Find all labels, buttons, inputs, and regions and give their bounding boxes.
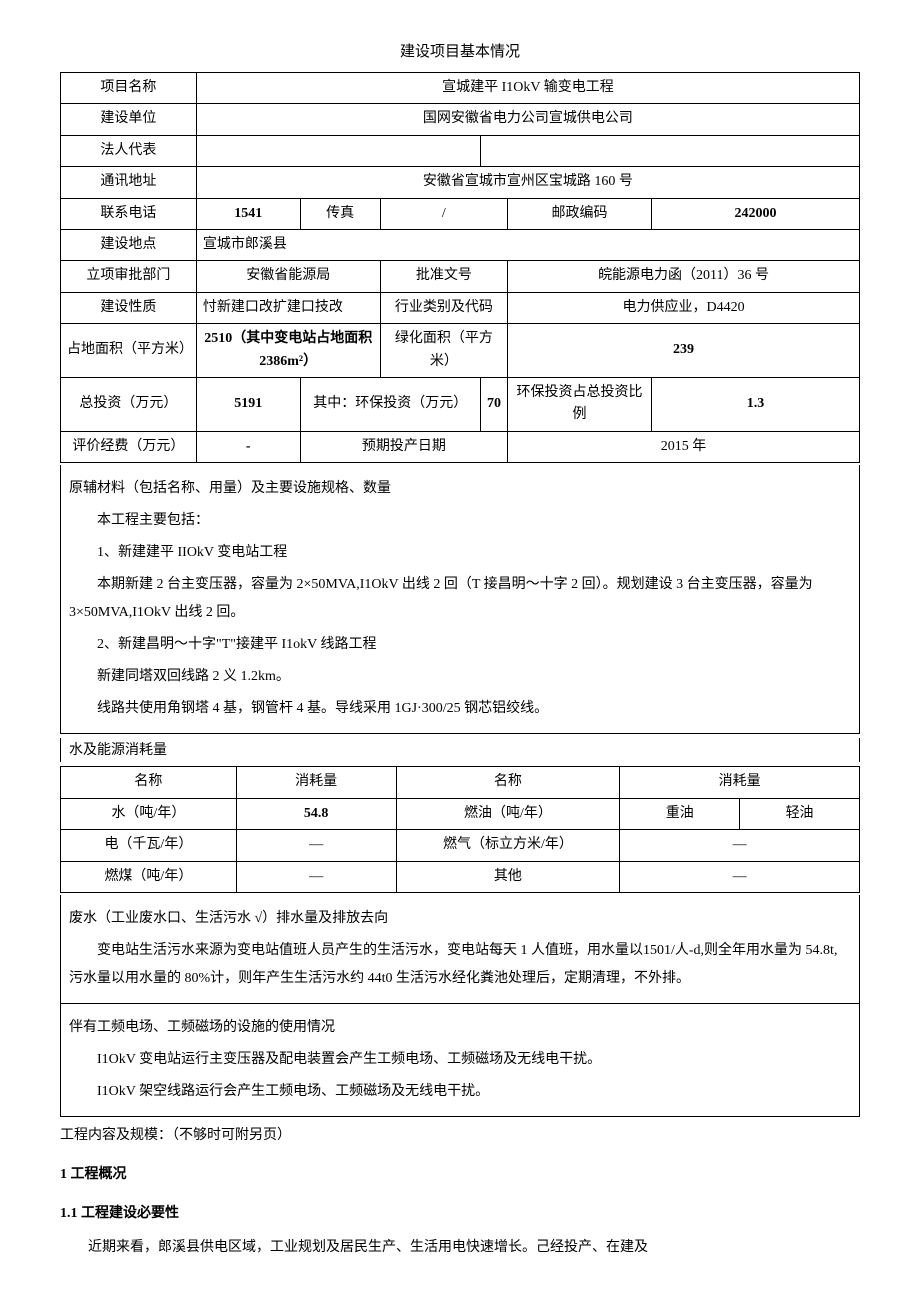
materials-heading: 原辅材料（包括名称、用量）及主要设施规格、数量 <box>69 475 851 503</box>
emf-p2: I1OkV 架空线路运行会产生工频电场、工频磁场及无线电干扰。 <box>69 1078 851 1106</box>
expected-date-value: 2015 年 <box>508 431 860 462</box>
other-value: — <box>620 861 860 892</box>
approval-dept-label: 立项审批部门 <box>61 261 197 292</box>
env-invest-label: 其中：环保投资（万元） <box>300 377 480 431</box>
build-unit-label: 建设单位 <box>61 104 197 135</box>
postcode-label: 邮政编码 <box>508 198 652 229</box>
document-title: 建设项目基本情况 <box>60 40 860 64</box>
materials-p3: 本期新建 2 台主变压器，容量为 2×50MVA,I1OkV 出线 2 回（T … <box>69 571 851 627</box>
emf-section: 伴有工频电场、工频磁场的设施的使用情况 I1OkV 变电站运行主变压器及配电装置… <box>60 1004 860 1117</box>
scope-h1: 1 工程概况 <box>60 1160 860 1191</box>
emf-heading: 伴有工频电场、工频磁场的设施的使用情况 <box>69 1014 851 1042</box>
energy-table: 名称 消耗量 名称 消耗量 水（吨/年） 54.8 燃油（吨/年） 重油 轻油 … <box>60 766 860 893</box>
industry-code-label: 行业类别及代码 <box>380 292 508 323</box>
eval-fee-value: - <box>196 431 300 462</box>
emf-p1: I1OkV 变电站运行主变压器及配电装置会产生工频电场、工频磁场及无线电干扰。 <box>69 1046 851 1074</box>
env-ratio-value: 1.3 <box>651 377 859 431</box>
table-row: 水（吨/年） 54.8 燃油（吨/年） 重油 轻油 <box>61 798 860 829</box>
phone-label: 联系电话 <box>61 198 197 229</box>
build-loc-label: 建设地点 <box>61 229 197 260</box>
elec-value: — <box>236 830 396 861</box>
build-unit-value: 国网安徽省电力公司宣城供电公司 <box>196 104 859 135</box>
scope-h2: 1.1 工程建设必要性 <box>60 1199 860 1230</box>
water-label: 水（吨/年） <box>61 798 237 829</box>
table-row: 建设地点 宣城市郎溪县 <box>61 229 860 260</box>
materials-section: 原辅材料（包括名称、用量）及主要设施规格、数量 本工程主要包括： 1、新建建平 … <box>60 465 860 734</box>
env-ratio-label: 环保投资占总投资比例 <box>508 377 652 431</box>
coal-value: — <box>236 861 396 892</box>
table-row: 总投资（万元） 5191 其中：环保投资（万元） 70 环保投资占总投资比例 1… <box>61 377 860 431</box>
land-area-label: 占地面积（平方米） <box>61 324 197 378</box>
basic-info-table: 项目名称 宣城建平 I1OkV 输变电工程 建设单位 国网安徽省电力公司宣城供电… <box>60 72 860 463</box>
table-row: 评价经费（万元） - 预期投产日期 2015 年 <box>61 431 860 462</box>
col-qty-1: 消耗量 <box>236 767 396 798</box>
table-row: 建设性质 忖新建口改扩建口技改 行业类别及代码 电力供应业，D4420 <box>61 292 860 323</box>
phone-value: 1541 <box>196 198 300 229</box>
other-label: 其他 <box>396 861 620 892</box>
fax-value: / <box>380 198 508 229</box>
water-value: 54.8 <box>236 798 396 829</box>
scope-heading: 工程内容及规模：（不够时可附另页） <box>60 1121 860 1152</box>
address-value: 安徽省宣城市宣州区宝城路 160 号 <box>196 167 859 198</box>
project-name-value: 宣城建平 I1OkV 输变电工程 <box>196 73 859 104</box>
empty-cell <box>480 135 859 166</box>
table-row: 占地面积（平方米） 2510（其中变电站占地面积 2386m²） 绿化面积（平方… <box>61 324 860 378</box>
legal-rep-value <box>196 135 480 166</box>
materials-p2: 1、新建建平 IIOkV 变电站工程 <box>69 539 851 567</box>
table-row: 建设单位 国网安徽省电力公司宣城供电公司 <box>61 104 860 135</box>
env-invest-value: 70 <box>480 377 507 431</box>
build-nature-label: 建设性质 <box>61 292 197 323</box>
scope-p1: 近期来看，郎溪县供电区域，工业规划及居民生产、生活用电快速增长。己经投产、在建及 <box>60 1233 860 1264</box>
gas-label: 燃气（标立方米/年） <box>396 830 620 861</box>
scope-section: 工程内容及规模：（不够时可附另页） 1 工程概况 1.1 工程建设必要性 近期来… <box>60 1121 860 1264</box>
approval-dept-value: 安徽省能源局 <box>196 261 380 292</box>
table-row: 通讯地址 安徽省宣城市宣州区宝城路 160 号 <box>61 167 860 198</box>
elec-label: 电（千瓦/年） <box>61 830 237 861</box>
land-area-value: 2510（其中变电站占地面积 2386m²） <box>196 324 380 378</box>
gas-value: — <box>620 830 860 861</box>
fuel-label: 燃油（吨/年） <box>396 798 620 829</box>
total-invest-value: 5191 <box>196 377 300 431</box>
col-name-2: 名称 <box>396 767 620 798</box>
coal-label: 燃煤（吨/年） <box>61 861 237 892</box>
approval-no-value: 皖能源电力函（2011）36 号 <box>508 261 860 292</box>
total-invest-label: 总投资（万元） <box>61 377 197 431</box>
table-row: 联系电话 1541 传真 / 邮政编码 242000 <box>61 198 860 229</box>
wastewater-heading: 废水（工业废水口、生活污水 √）排水量及排放去向 <box>69 905 851 933</box>
table-row: 燃煤（吨/年） — 其他 — <box>61 861 860 892</box>
industry-code-value: 电力供应业，D4420 <box>508 292 860 323</box>
table-row: 电（千瓦/年） — 燃气（标立方米/年） — <box>61 830 860 861</box>
table-row: 名称 消耗量 名称 消耗量 <box>61 767 860 798</box>
materials-p5: 新建同塔双回线路 2 义 1.2km。 <box>69 663 851 691</box>
table-row: 立项审批部门 安徽省能源局 批准文号 皖能源电力函（2011）36 号 <box>61 261 860 292</box>
postcode-value: 242000 <box>651 198 859 229</box>
materials-p1: 本工程主要包括： <box>69 507 851 535</box>
green-area-label: 绿化面积（平方米） <box>380 324 508 378</box>
address-label: 通讯地址 <box>61 167 197 198</box>
energy-heading: 水及能源消耗量 <box>60 738 860 762</box>
table-row: 项目名称 宣城建平 I1OkV 输变电工程 <box>61 73 860 104</box>
fax-label: 传真 <box>300 198 380 229</box>
green-area-value: 239 <box>508 324 860 378</box>
materials-p6: 线路共使用角钢塔 4 基，钢管杆 4 基。导线采用 1GJ·300/25 钢芯铝… <box>69 695 851 723</box>
wastewater-section: 废水（工业废水口、生活污水 √）排水量及排放去向 变电站生活污水来源为变电站值班… <box>60 895 860 1004</box>
expected-date-label: 预期投产日期 <box>300 431 507 462</box>
materials-p4: 2、新建昌明～十字"T"接建平 I1okV 线路工程 <box>69 631 851 659</box>
wastewater-p1: 变电站生活污水来源为变电站值班人员产生的生活污水，变电站每天 1 人值班，用水量… <box>69 937 851 993</box>
build-loc-value: 宣城市郎溪县 <box>196 229 859 260</box>
col-name-1: 名称 <box>61 767 237 798</box>
project-name-label: 项目名称 <box>61 73 197 104</box>
fuel-light: 轻油 <box>740 798 860 829</box>
table-row: 法人代表 <box>61 135 860 166</box>
approval-no-label: 批准文号 <box>380 261 508 292</box>
eval-fee-label: 评价经费（万元） <box>61 431 197 462</box>
build-nature-value: 忖新建口改扩建口技改 <box>196 292 380 323</box>
col-qty-2: 消耗量 <box>620 767 860 798</box>
fuel-heavy: 重油 <box>620 798 740 829</box>
legal-rep-label: 法人代表 <box>61 135 197 166</box>
